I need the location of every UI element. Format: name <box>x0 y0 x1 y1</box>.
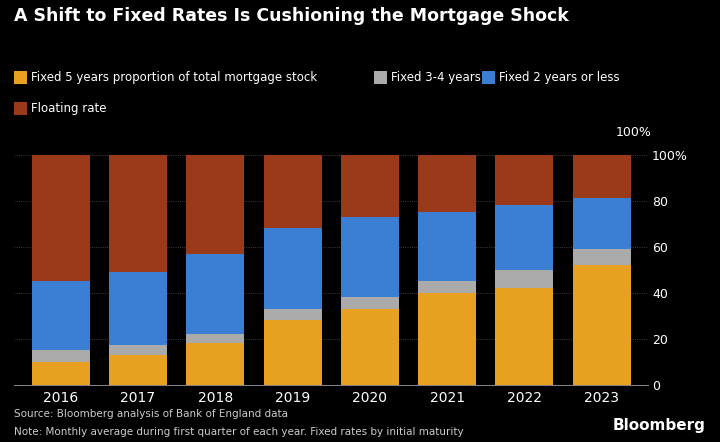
Bar <box>32 362 90 385</box>
Bar <box>186 334 244 343</box>
Bar <box>32 155 90 281</box>
Bar <box>495 155 554 205</box>
Bar <box>495 288 554 385</box>
Bar <box>264 155 322 228</box>
Bar <box>109 346 167 354</box>
Bar <box>109 272 167 346</box>
Bar <box>32 350 90 362</box>
Bar <box>418 212 476 281</box>
Bar <box>341 309 399 385</box>
Bar <box>418 293 476 385</box>
Bar <box>264 309 322 320</box>
Text: Fixed 2 years or less: Fixed 2 years or less <box>499 71 620 84</box>
Text: Fixed 3-4 years: Fixed 3-4 years <box>391 71 481 84</box>
Text: Note: Monthly average during first quarter of each year. Fixed rates by initial : Note: Monthly average during first quart… <box>14 427 464 437</box>
Bar <box>572 155 631 198</box>
Bar <box>186 254 244 334</box>
Bar <box>264 320 322 385</box>
Bar <box>341 297 399 309</box>
Bar <box>341 217 399 297</box>
Text: Source: Bloomberg analysis of Bank of England data: Source: Bloomberg analysis of Bank of En… <box>14 409 289 419</box>
Bar <box>495 205 554 270</box>
Text: Floating rate: Floating rate <box>31 102 107 115</box>
Bar <box>109 354 167 385</box>
Text: Fixed 5 years proportion of total mortgage stock: Fixed 5 years proportion of total mortga… <box>31 71 317 84</box>
Bar <box>572 249 631 265</box>
Bar <box>418 281 476 293</box>
Bar <box>341 155 399 217</box>
Text: Bloomberg: Bloomberg <box>613 418 706 433</box>
Bar <box>186 155 244 254</box>
Bar <box>109 155 167 272</box>
Bar <box>264 228 322 309</box>
Text: A Shift to Fixed Rates Is Cushioning the Mortgage Shock: A Shift to Fixed Rates Is Cushioning the… <box>14 7 569 25</box>
Bar <box>32 281 90 350</box>
Bar <box>186 343 244 385</box>
Text: 100%: 100% <box>616 126 652 139</box>
Bar <box>495 270 554 288</box>
Bar <box>572 198 631 249</box>
Bar <box>572 265 631 385</box>
Bar <box>418 155 476 212</box>
